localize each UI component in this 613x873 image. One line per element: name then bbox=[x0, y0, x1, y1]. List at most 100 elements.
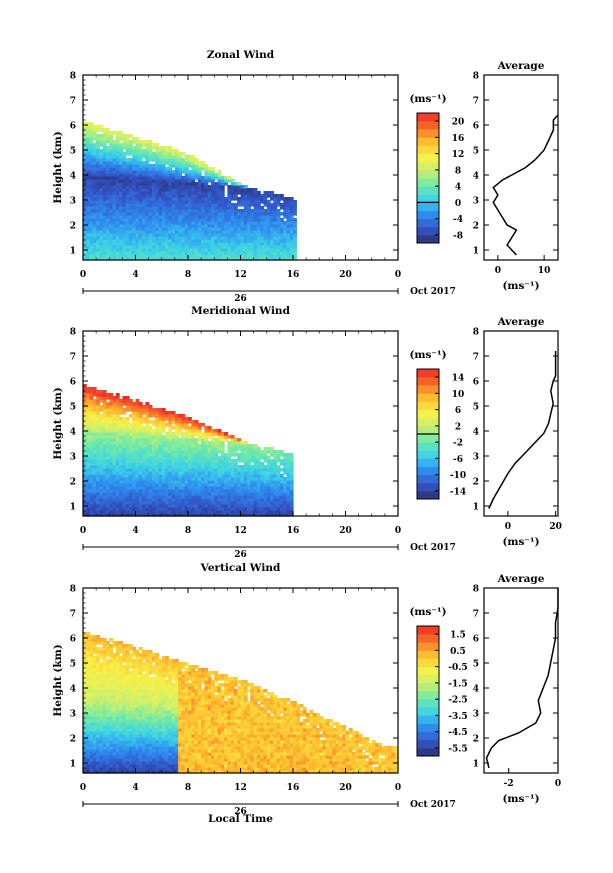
month-label: Oct 2017 bbox=[410, 287, 456, 297]
x-tick-label: 4 bbox=[132, 783, 138, 793]
profile-y-tick-label: 8 bbox=[473, 72, 479, 82]
x-tick-label: 0 bbox=[395, 526, 401, 536]
colorbar-bin bbox=[417, 707, 439, 716]
y-tick-label: 3 bbox=[70, 710, 76, 720]
y-axis-label: Height (km) bbox=[52, 644, 64, 716]
profile-unit-label: (ms⁻¹) bbox=[502, 793, 539, 805]
colorbar-bin bbox=[417, 393, 439, 402]
x-tick-label: 0 bbox=[395, 783, 401, 793]
y-tick-label: 4 bbox=[70, 685, 76, 695]
y-tick-label: 7 bbox=[70, 97, 76, 107]
colorbar-bin bbox=[417, 691, 439, 700]
profile-y-tick-label: 3 bbox=[473, 197, 479, 207]
panel-title: Meridional Wind bbox=[191, 305, 290, 317]
x-tick-label: 12 bbox=[234, 270, 247, 280]
y-tick-label: 6 bbox=[70, 122, 76, 132]
profile-y-tick-label: 6 bbox=[473, 635, 479, 645]
y-tick-label: 8 bbox=[70, 72, 76, 82]
colorbar-bin bbox=[417, 434, 439, 443]
y-tick-label: 3 bbox=[70, 453, 76, 463]
profile-x-tick-label: 20 bbox=[549, 522, 562, 532]
profile-axes-frame bbox=[483, 74, 559, 261]
colorbar: 20 16 12 8 4 0 -4 -8 (ms⁻¹) bbox=[409, 93, 465, 244]
profile-title: Average bbox=[497, 316, 545, 328]
colorbar-bin bbox=[417, 699, 439, 708]
colorbar-bin bbox=[417, 739, 439, 749]
profile-x-tick-label: 0 bbox=[505, 522, 511, 532]
colorbar-tick-label: -10 bbox=[450, 471, 466, 481]
y-tick-label: 5 bbox=[70, 660, 76, 670]
y-tick-label: 2 bbox=[70, 478, 76, 488]
colorbar-tick-label: 1.5 bbox=[450, 631, 466, 641]
colorbar-bin bbox=[417, 113, 439, 122]
y-tick-label: 7 bbox=[70, 610, 76, 620]
x-tick-label: 4 bbox=[132, 270, 138, 280]
x-tick-label: 16 bbox=[287, 526, 300, 536]
profile-y-tick-label: 6 bbox=[473, 378, 479, 388]
colorbar-bin bbox=[417, 466, 439, 475]
x-tick-label: 4 bbox=[132, 526, 138, 536]
profile-y-tick-label: 7 bbox=[473, 353, 479, 363]
colorbar-tick-label: 12 bbox=[452, 150, 465, 160]
colorbar-bin bbox=[417, 226, 439, 236]
colorbar-bin bbox=[417, 169, 439, 179]
colorbar-bin bbox=[417, 178, 439, 187]
colorbar-unit-label: (ms⁻¹) bbox=[409, 606, 446, 618]
colorbar-bin bbox=[417, 747, 439, 757]
colorbar-tick-label: -5.5 bbox=[448, 744, 467, 754]
y-tick-label: 1 bbox=[70, 247, 76, 257]
profile-y-tick-label: 3 bbox=[473, 453, 479, 463]
y-tick-label: 8 bbox=[70, 585, 76, 595]
profile-unit-label: (ms⁻¹) bbox=[502, 280, 539, 292]
y-tick-label: 4 bbox=[70, 428, 76, 438]
colorbar-tick-label: 6 bbox=[455, 406, 461, 416]
profile-y-tick-label: 5 bbox=[473, 147, 479, 157]
y-tick-label: 5 bbox=[70, 403, 76, 413]
colorbar-tick-label: 16 bbox=[452, 134, 465, 144]
colorbar-bin bbox=[417, 129, 439, 138]
profile-y-tick-label: 7 bbox=[473, 610, 479, 620]
profile-y-tick-label: 2 bbox=[473, 478, 479, 488]
colorbar-bin bbox=[417, 682, 439, 692]
colorbar-unit-label: (ms⁻¹) bbox=[409, 93, 446, 105]
colorbar-bin bbox=[417, 385, 439, 394]
colorbar-bin bbox=[417, 161, 439, 171]
colorbar-bin bbox=[417, 650, 439, 659]
profile-y-tick-label: 1 bbox=[473, 760, 479, 770]
x-tick-label: 0 bbox=[395, 270, 401, 280]
x-tick-label: 20 bbox=[339, 783, 352, 793]
profile-unit-label: (ms⁻¹) bbox=[502, 536, 539, 548]
average-profile: Average 1 2 3 4 5 6 7 8 0 10 (ms⁻¹) bbox=[473, 60, 559, 292]
profile-y-tick-label: 8 bbox=[473, 328, 479, 338]
colorbar-bin bbox=[417, 234, 439, 244]
colorbar-bin bbox=[417, 369, 439, 378]
profile-y-tick-label: 4 bbox=[473, 172, 479, 182]
colorbar-bin bbox=[417, 121, 439, 130]
colorbar-bin bbox=[417, 715, 439, 724]
colorbar-tick-label: -3.5 bbox=[448, 712, 467, 722]
x-tick-label: 16 bbox=[287, 783, 300, 793]
colorbar-bin bbox=[417, 634, 439, 643]
colorbar-tick-label: -4 bbox=[453, 215, 463, 225]
y-tick-label: 4 bbox=[70, 172, 76, 182]
profile-title: Average bbox=[497, 60, 545, 72]
colorbar-tick-label: -14 bbox=[450, 487, 466, 497]
y-tick-label: 1 bbox=[70, 760, 76, 770]
profile-x-tick-label: 10 bbox=[538, 266, 551, 276]
profile-line bbox=[488, 351, 557, 509]
colorbar-bin bbox=[417, 442, 439, 451]
date-label: 26 bbox=[234, 807, 247, 817]
colorbar-tick-label: -0.5 bbox=[448, 663, 467, 673]
heatmap-field bbox=[83, 632, 399, 774]
profile-axes-frame bbox=[483, 587, 559, 774]
x-tick-label: 12 bbox=[234, 783, 247, 793]
colorbar-bin bbox=[417, 202, 439, 211]
month-label: Oct 2017 bbox=[410, 800, 456, 810]
x-axis-label: Local Time bbox=[208, 813, 273, 825]
colorbar-bin bbox=[417, 658, 439, 667]
average-profile: Average 1 2 3 4 5 6 7 8 -2 0 (ms⁻¹) bbox=[473, 573, 561, 805]
colorbar: 14 10 6 2 -2 -6 -10 -14 (ms⁻¹) bbox=[409, 349, 466, 500]
colorbar-tick-label: 4 bbox=[455, 183, 461, 193]
